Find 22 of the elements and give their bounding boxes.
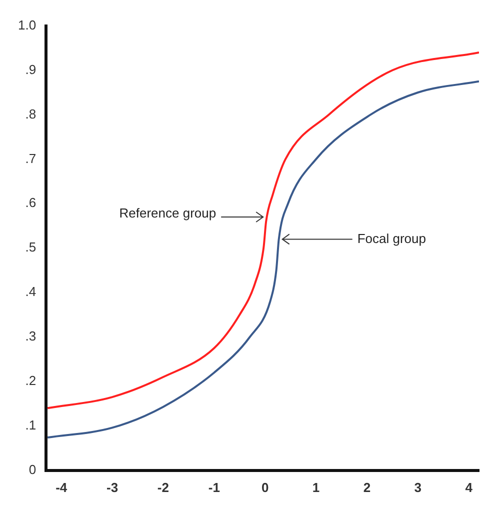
y-tick-label: 1.0 [18,17,36,32]
annotation: Reference group [119,206,216,221]
y-tick-label: .7 [25,150,36,166]
y-tick-label: .8 [25,106,36,122]
y-tick-label: 0 [28,462,36,477]
y-tick-label: .1 [25,418,36,433]
x-tick-label: 2 [363,480,371,495]
y-tick-label: .3 [25,328,36,344]
y-tick-label: .6 [25,195,36,210]
y-tick-label: .5 [25,240,36,255]
x-tick-label: -2 [157,480,169,495]
annotation: Focal group [357,230,426,246]
x-tick-label: -3 [106,480,118,495]
x-tick-label: -1 [208,480,220,495]
y-tick-label: .4 [25,284,36,300]
x-tick-label: 1 [312,480,320,495]
x-tick-label: 0 [261,480,269,495]
y-tick-label: .9 [25,62,36,77]
y-tick-label: .2 [25,373,36,388]
x-tick-label: 4 [465,480,474,495]
x-tick-label: -4 [56,480,68,495]
x-tick-label: 3 [414,480,422,495]
